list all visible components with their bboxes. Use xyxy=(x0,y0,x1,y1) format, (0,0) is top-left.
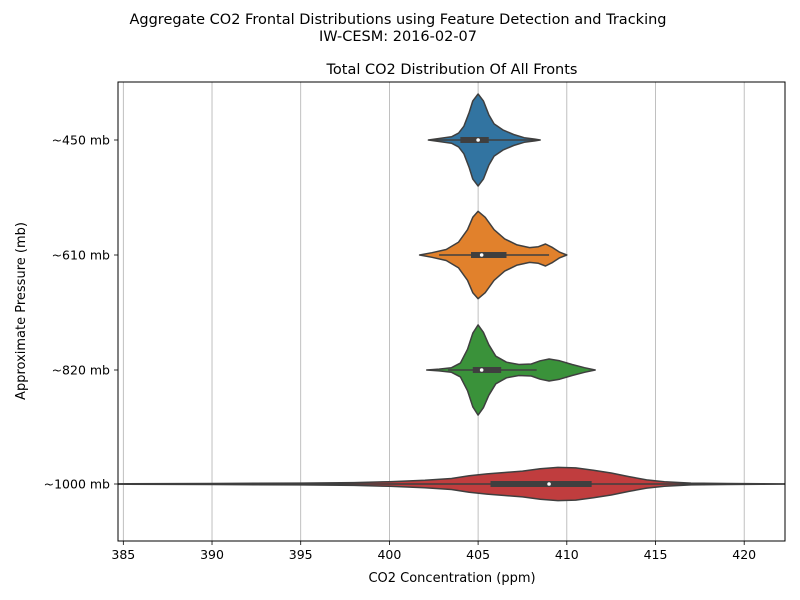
y-tick-label-0: ~450 mb xyxy=(52,133,110,148)
x-tick-label-395: 395 xyxy=(289,547,313,562)
violin-median-3 xyxy=(547,482,551,486)
x-tick-label-390: 390 xyxy=(200,547,224,562)
figure-suptitle-line2: IW-CESM: 2016-02-07 xyxy=(319,29,477,45)
x-tick-label-400: 400 xyxy=(377,547,401,562)
x-tick-label-385: 385 xyxy=(111,547,135,562)
x-axis-label: CO2 Concentration (ppm) xyxy=(368,571,535,586)
y-tick-label-2: ~820 mb xyxy=(52,363,110,378)
violin-median-2 xyxy=(479,368,484,372)
figure-suptitle-line1: Aggregate CO2 Frontal Distributions usin… xyxy=(129,12,666,28)
violin-layer xyxy=(118,93,785,502)
violin-group-1 xyxy=(418,210,568,300)
y-tick-label-3: ~1000 mb xyxy=(44,477,110,492)
x-axis-ticks: 385 390 395 400 405 410 415 420 xyxy=(111,541,756,562)
x-tick-label-410: 410 xyxy=(555,547,579,562)
violin-group-2 xyxy=(425,324,596,416)
y-axis-ticks: ~450 mb ~610 mb ~820 mb ~1000 mb xyxy=(44,133,118,492)
violin-iqr-box-0 xyxy=(460,137,489,143)
y-axis-label: Approximate Pressure (mb) xyxy=(14,222,29,400)
violin-iqr-box-1 xyxy=(471,252,507,258)
violin-median-1 xyxy=(479,253,484,257)
x-tick-label-420: 420 xyxy=(732,547,756,562)
violin-median-0 xyxy=(476,138,480,142)
violin-group-0 xyxy=(427,93,541,187)
violin-iqr-box-3 xyxy=(490,481,592,487)
violin-iqr-box-2 xyxy=(472,367,502,373)
x-tick-label-405: 405 xyxy=(466,547,490,562)
gridlines xyxy=(122,82,745,541)
chart-title: Total CO2 Distribution Of All Fronts xyxy=(326,62,578,78)
violin-group-3 xyxy=(118,466,785,502)
y-tick-label-1: ~610 mb xyxy=(52,248,110,263)
plot-frame xyxy=(117,81,786,542)
x-tick-label-415: 415 xyxy=(644,547,668,562)
